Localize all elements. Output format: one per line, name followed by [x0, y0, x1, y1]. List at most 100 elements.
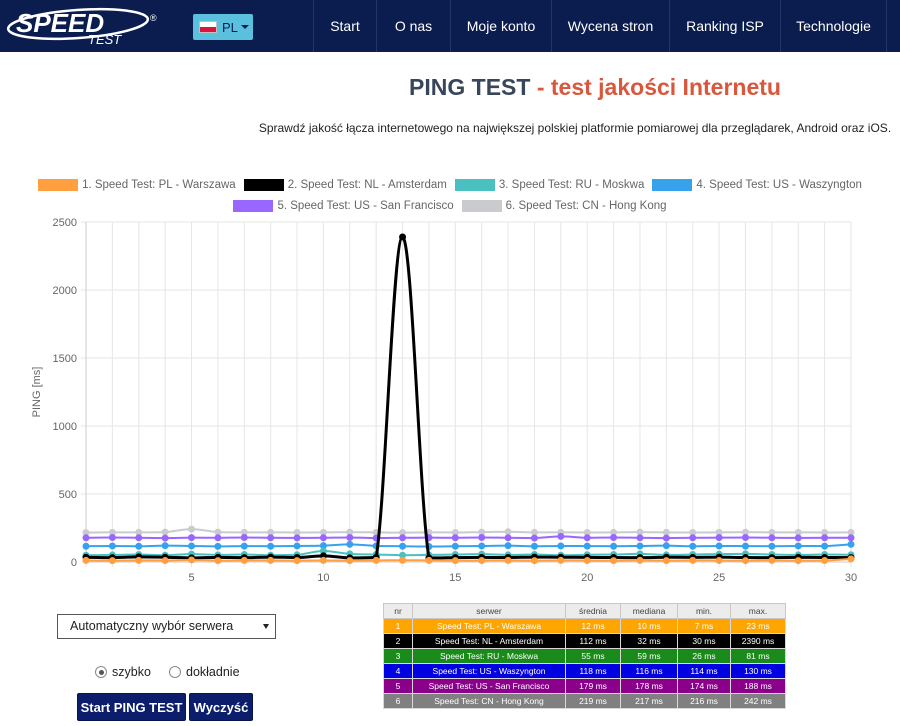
data-point[interactable]	[794, 534, 802, 542]
data-point[interactable]	[662, 534, 670, 542]
data-point[interactable]	[161, 534, 169, 542]
legend-item[interactable]: 5. Speed Test: US - San Francisco	[233, 200, 454, 212]
data-point[interactable]	[662, 557, 670, 565]
data-point[interactable]	[82, 542, 90, 550]
data-point[interactable]	[768, 534, 776, 542]
data-point[interactable]	[821, 557, 829, 565]
data-point[interactable]	[847, 555, 855, 563]
language-dropdown-button[interactable]: PL	[193, 14, 253, 40]
data-point[interactable]	[451, 534, 459, 542]
data-point[interactable]	[82, 556, 90, 564]
data-point[interactable]	[847, 534, 855, 542]
data-point[interactable]	[504, 528, 512, 536]
data-point[interactable]	[478, 534, 486, 542]
data-point[interactable]	[689, 542, 697, 550]
data-point[interactable]	[319, 534, 327, 542]
data-point[interactable]	[504, 534, 512, 542]
data-point[interactable]	[478, 542, 486, 550]
data-point[interactable]	[293, 542, 301, 550]
data-point[interactable]	[135, 542, 143, 550]
nav-wycena-stron[interactable]: Wycena stron	[551, 0, 669, 52]
data-point[interactable]	[557, 542, 565, 550]
data-point[interactable]	[636, 528, 644, 536]
data-point[interactable]	[425, 556, 433, 564]
data-point[interactable]	[108, 542, 116, 550]
data-point[interactable]	[188, 556, 196, 564]
data-point[interactable]	[636, 534, 644, 542]
data-point[interactable]	[214, 557, 222, 565]
data-point[interactable]	[768, 542, 776, 550]
data-point[interactable]	[530, 557, 538, 565]
data-point[interactable]	[821, 542, 829, 550]
clear-button[interactable]: Wyczyść	[189, 693, 253, 721]
data-point[interactable]	[504, 542, 512, 550]
legend-item[interactable]: 6. Speed Test: CN - Hong Kong	[461, 200, 667, 212]
data-point[interactable]	[715, 534, 723, 542]
nav-moje-konto[interactable]: Moje konto	[450, 0, 551, 52]
data-point[interactable]	[689, 534, 697, 542]
data-point[interactable]	[504, 556, 512, 564]
server-select[interactable]: Automatyczny wybór serwera	[57, 614, 276, 639]
data-point[interactable]	[399, 233, 407, 241]
data-point[interactable]	[240, 542, 248, 550]
data-point[interactable]	[794, 542, 802, 550]
data-point[interactable]	[135, 556, 143, 564]
data-point[interactable]	[267, 534, 275, 542]
data-point[interactable]	[214, 528, 222, 536]
data-point[interactable]	[188, 542, 196, 550]
data-point[interactable]	[188, 534, 196, 542]
data-point[interactable]	[451, 557, 459, 565]
radio-accurate-option[interactable]: dokładnie	[169, 665, 240, 679]
data-point[interactable]	[478, 557, 486, 565]
radio-fast[interactable]	[95, 666, 107, 678]
data-point[interactable]	[214, 542, 222, 550]
data-point[interactable]	[293, 557, 301, 565]
data-point[interactable]	[319, 556, 327, 564]
data-point[interactable]	[161, 557, 169, 565]
nav-technologie[interactable]: Technologie	[780, 0, 887, 52]
data-point[interactable]	[794, 557, 802, 565]
legend-item[interactable]: 3. Speed Test: RU - Moskwa	[454, 179, 644, 191]
data-point[interactable]	[399, 556, 407, 564]
data-point[interactable]	[557, 556, 565, 564]
data-point[interactable]	[188, 525, 196, 533]
speedtest-logo[interactable]: SPEED TEST ®	[4, 6, 164, 46]
data-point[interactable]	[108, 557, 116, 565]
data-point[interactable]	[240, 556, 248, 564]
data-point[interactable]	[636, 556, 644, 564]
data-point[interactable]	[741, 557, 749, 565]
data-point[interactable]	[399, 542, 407, 550]
data-point[interactable]	[161, 542, 169, 550]
data-point[interactable]	[768, 556, 776, 564]
legend-item[interactable]: 1. Speed Test: PL - Warszawa	[38, 179, 236, 191]
data-point[interactable]	[451, 542, 459, 550]
data-point[interactable]	[583, 542, 591, 550]
data-point[interactable]	[610, 557, 618, 565]
data-point[interactable]	[583, 557, 591, 565]
data-point[interactable]	[741, 542, 749, 550]
data-point[interactable]	[82, 534, 90, 542]
data-point[interactable]	[346, 540, 354, 548]
data-point[interactable]	[346, 557, 354, 565]
data-point[interactable]	[821, 534, 829, 542]
data-point[interactable]	[583, 534, 591, 542]
data-point[interactable]	[689, 556, 697, 564]
data-point[interactable]	[399, 534, 407, 542]
data-point[interactable]	[108, 534, 116, 542]
data-point[interactable]	[741, 534, 749, 542]
nav-start[interactable]: Start	[313, 0, 376, 52]
data-point[interactable]	[267, 556, 275, 564]
legend-item[interactable]: 2. Speed Test: NL - Amsterdam	[243, 179, 447, 191]
radio-accurate[interactable]	[169, 666, 181, 678]
data-point[interactable]	[293, 534, 301, 542]
data-point[interactable]	[530, 534, 538, 542]
legend-item[interactable]: 4. Speed Test: US - Waszyngton	[652, 179, 862, 191]
data-point[interactable]	[135, 534, 143, 542]
data-point[interactable]	[715, 557, 723, 565]
data-point[interactable]	[557, 532, 565, 540]
radio-fast-option[interactable]: szybko	[95, 665, 151, 679]
data-point[interactable]	[662, 528, 670, 536]
data-point[interactable]	[610, 534, 618, 542]
data-point[interactable]	[847, 540, 855, 548]
data-point[interactable]	[636, 542, 644, 550]
